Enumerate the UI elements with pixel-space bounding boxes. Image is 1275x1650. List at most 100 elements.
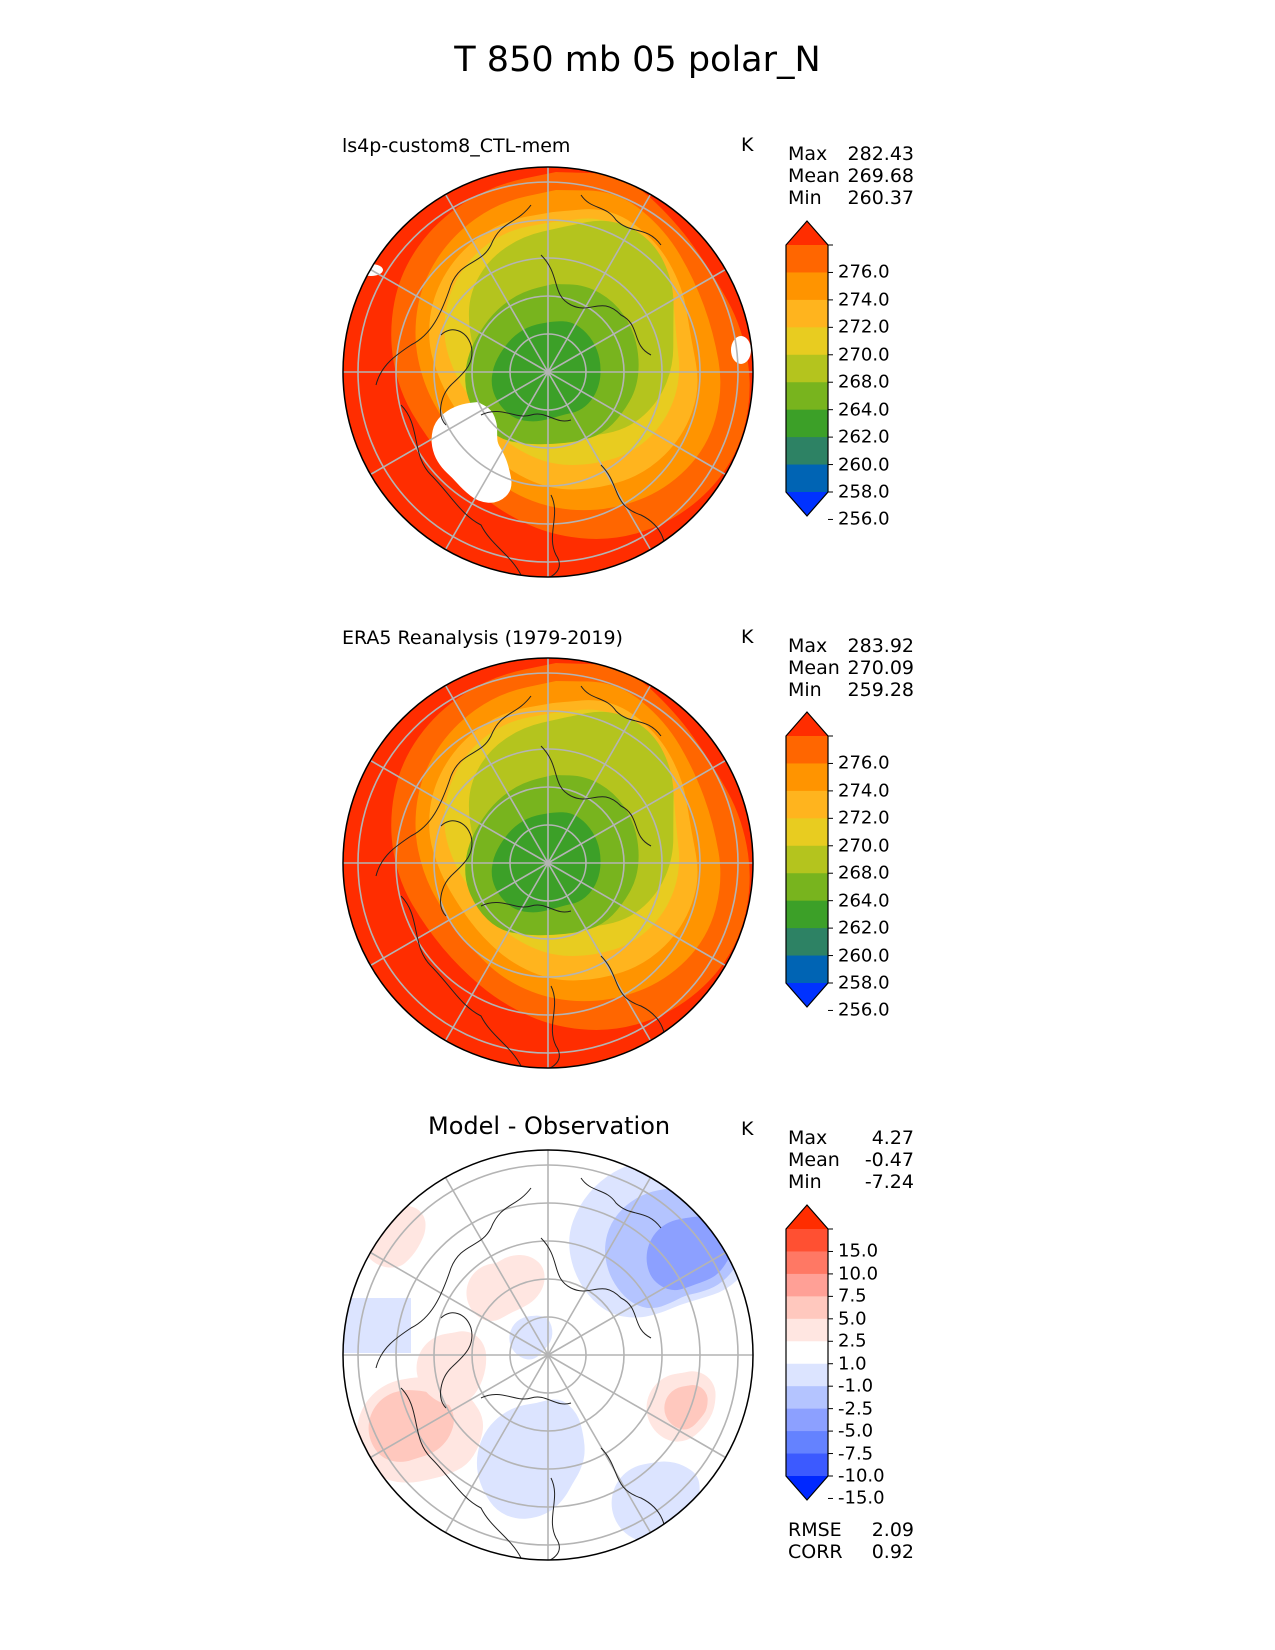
colorbar-tick-label: 258.0 <box>838 972 890 994</box>
anomaly-negative <box>509 1315 553 1360</box>
coastline <box>545 494 560 577</box>
colorbar-tick-label: 260.0 <box>838 945 890 967</box>
colorbar-box <box>786 1273 828 1297</box>
unit-label-obs: K <box>741 626 754 648</box>
panel-title-obs: ERA5 Reanalysis (1979-2019) <box>342 627 623 649</box>
colorbar-tick-label: 15.0 <box>838 1240 879 1262</box>
colorbar-tick-label: -15.0 <box>838 1487 885 1509</box>
meridian-line <box>547 862 652 1041</box>
coastline <box>480 1393 572 1405</box>
stat-label: Max <box>788 635 828 657</box>
coastline <box>580 194 662 246</box>
colorbar-tick-label: -1.0 <box>838 1375 874 1397</box>
colorbar-box <box>786 299 828 328</box>
colorbar-tick-label: 272.0 <box>838 807 890 829</box>
meridian-line <box>444 371 549 550</box>
coastline <box>440 329 473 426</box>
colorbar-box <box>786 928 828 957</box>
colorbar-obs <box>785 711 833 1011</box>
coastline <box>545 985 560 1068</box>
meridian-line <box>547 862 726 967</box>
stat-value: 4.27 <box>871 1127 914 1149</box>
colorbar-tick-label: 274.0 <box>838 780 890 802</box>
meridian-line <box>370 1251 549 1356</box>
stat-label: Min <box>788 187 822 209</box>
map-field <box>343 167 753 577</box>
colorbar-box <box>786 873 828 902</box>
colorbar-box <box>786 382 828 411</box>
colorbar-tick-label: 272.0 <box>838 316 890 338</box>
colorbar-box <box>786 409 828 438</box>
stat-value: 0.92 <box>871 1541 914 1563</box>
map-boundary <box>342 657 754 1069</box>
coastline <box>400 895 522 1067</box>
colorbar-tick-label: -7.5 <box>838 1443 874 1465</box>
colorbar-tick-label: 262.0 <box>838 426 890 448</box>
polar-map-diff <box>342 1149 754 1561</box>
coastline <box>375 695 532 877</box>
colorbar-tick-label: 270.0 <box>838 835 890 857</box>
colorbar-tick-label: -5.0 <box>838 1420 874 1442</box>
missing-data-patch <box>731 336 751 364</box>
meridian-line <box>547 1354 652 1533</box>
coastline <box>580 685 662 737</box>
colorbar-tick-label: 262.0 <box>838 917 890 939</box>
colorbar-box <box>786 1386 828 1410</box>
meridian-line <box>370 268 549 373</box>
meridian-line <box>444 685 549 864</box>
colorbar-tick-label: 270.0 <box>838 344 890 366</box>
figure-title: T 850 mb 05 polar_N <box>454 40 821 80</box>
stat-value: 270.09 <box>847 657 914 679</box>
meridian-line <box>547 268 726 373</box>
coastline <box>540 745 652 847</box>
extra-stats-diff: RMSE 2.09 CORR 0.92 <box>788 1519 914 1563</box>
meridian-line <box>370 759 549 864</box>
colorbar-tick-label: 256.0 <box>838 999 890 1021</box>
colorbar-extend-top <box>786 1205 828 1229</box>
colorbar-box <box>786 272 828 301</box>
coastlines <box>375 685 666 1068</box>
anomaly-negative <box>646 1216 733 1291</box>
meridian-line <box>444 1354 549 1533</box>
stat-value: -7.24 <box>864 1171 914 1193</box>
map-field <box>343 658 753 1068</box>
stat-label: RMSE <box>788 1519 842 1541</box>
colorbar-tick-label: 264.0 <box>838 399 890 421</box>
colorbar-extend-top <box>786 712 828 736</box>
meridian-line <box>547 1354 726 1459</box>
coastline <box>545 1477 560 1560</box>
colorbar-tick-label: 256.0 <box>838 508 890 530</box>
colorbar-box <box>786 1318 828 1342</box>
anomaly-negative <box>343 1298 411 1353</box>
colorbar-tick-label: -2.5 <box>838 1398 874 1420</box>
colorbar-extend-bottom <box>786 492 828 516</box>
meridian-line <box>547 371 652 550</box>
coastline <box>480 410 572 422</box>
colorbar-box <box>786 327 828 356</box>
anomaly-positive <box>466 1255 545 1322</box>
stat-value: 269.68 <box>847 165 914 187</box>
meridian-line <box>547 1177 652 1356</box>
colorbar-box <box>786 790 828 819</box>
graticule <box>343 658 753 1068</box>
coastline <box>400 404 522 576</box>
colorbar-box <box>786 1296 828 1320</box>
stats-diff: Max 4.27 Mean -0.47 Min -7.24 <box>788 1127 914 1193</box>
coastline <box>400 1387 522 1559</box>
panel-title-diff: Model - Observation <box>428 1112 671 1140</box>
colorbar-box <box>786 818 828 847</box>
graticule <box>343 167 753 577</box>
colorbar-tick-label: 274.0 <box>838 289 890 311</box>
colorbar-tick-label: 10.0 <box>838 1263 879 1285</box>
colorbar-box <box>786 1431 828 1455</box>
colorbar-tick-label: -10.0 <box>838 1465 885 1487</box>
colorbar-tick-label: 264.0 <box>838 890 890 912</box>
coastline <box>375 204 532 386</box>
colorbar-tick-label: 268.0 <box>838 371 890 393</box>
colorbar-tick-label: 1.0 <box>838 1353 867 1375</box>
stat-value: 260.37 <box>847 187 914 209</box>
meridian-line <box>547 759 726 864</box>
panel-title-model: ls4p-custom8_CTL-mem <box>342 135 571 157</box>
colorbar-box <box>786 845 828 874</box>
stats-model: Max 282.43 Mean 269.68 Min 260.37 <box>788 143 914 209</box>
